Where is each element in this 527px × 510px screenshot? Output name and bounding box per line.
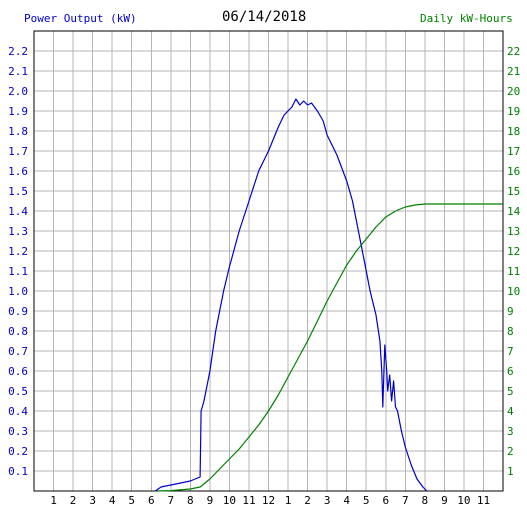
daily-kwh-line	[157, 203, 503, 492]
y-tick-label-left: 1.8	[8, 125, 28, 138]
x-tick-label: 7	[402, 494, 409, 507]
x-tick-label: 1	[285, 494, 292, 507]
power-output-line	[154, 98, 428, 492]
y-tick-label-right: 16	[507, 165, 520, 178]
x-tick-label: 4	[343, 494, 350, 507]
x-tick-label: 7	[167, 494, 174, 507]
x-tick-label: 11	[477, 494, 490, 507]
x-tick-label: 10	[457, 494, 470, 507]
plot-frame	[33, 30, 504, 492]
y-tick-label-left: 0.7	[8, 345, 28, 358]
x-tick-label: 5	[363, 494, 370, 507]
y-tick-label-left: 1.4	[8, 205, 28, 218]
x-tick-label: 2	[304, 494, 311, 507]
y-tick-label-right: 17	[507, 145, 520, 158]
x-tick-label: 12	[262, 494, 275, 507]
x-tick-label: 5	[128, 494, 135, 507]
y-tick-label-left: 2.1	[8, 65, 28, 78]
y-tick-label-left: 2.2	[8, 45, 28, 58]
x-tick-label: 10	[223, 494, 236, 507]
y-tick-label-right: 6	[507, 365, 514, 378]
y-tick-label-right: 19	[507, 105, 520, 118]
x-tick-label: 9	[207, 494, 214, 507]
y-tick-label-left: 0.8	[8, 325, 28, 338]
y-tick-label-left: 0.2	[8, 445, 28, 458]
y-tick-label-right: 3	[507, 425, 514, 438]
y-tick-label-right: 18	[507, 125, 520, 138]
x-tick-label: 2	[70, 494, 77, 507]
y-tick-label-right: 1	[507, 465, 514, 478]
y-tick-label-right: 13	[507, 225, 520, 238]
x-tick-label: 11	[242, 494, 255, 507]
x-tick-label: 3	[89, 494, 96, 507]
y-tick-label-left: 1.2	[8, 245, 28, 258]
y-tick-label-left: 1.6	[8, 165, 28, 178]
y-tick-label-right: 5	[507, 385, 514, 398]
x-tick-label: 3	[324, 494, 331, 507]
y-tick-label-left: 2.0	[8, 85, 28, 98]
x-tick-label: 8	[187, 494, 194, 507]
x-tick-label: 6	[382, 494, 389, 507]
daily-kwh-label: Daily kW-Hours	[420, 12, 513, 25]
y-tick-label-left: 1.3	[8, 225, 28, 238]
y-tick-label-right: 2	[507, 445, 514, 458]
y-tick-label-left: 0.9	[8, 305, 28, 318]
y-tick-label-left: 1.7	[8, 145, 28, 158]
x-tick-label: 6	[148, 494, 155, 507]
y-tick-label-right: 14	[507, 205, 521, 218]
x-tick-label: 4	[109, 494, 116, 507]
y-tick-label-right: 10	[507, 285, 520, 298]
y-tick-label-right: 12	[507, 245, 520, 258]
y-tick-label-right: 21	[507, 65, 520, 78]
x-tick-label: 9	[441, 494, 448, 507]
y-tick-label-right: 9	[507, 305, 514, 318]
y-tick-label-left: 0.5	[8, 385, 28, 398]
x-tick-label: 8	[422, 494, 429, 507]
y-tick-label-right: 15	[507, 185, 520, 198]
y-tick-label-right: 11	[507, 265, 520, 278]
y-tick-label-left: 1.0	[8, 285, 28, 298]
x-tick-label: 1	[50, 494, 57, 507]
y-tick-label-right: 20	[507, 85, 520, 98]
y-tick-label-left: 1.5	[8, 185, 28, 198]
y-tick-label-right: 7	[507, 345, 514, 358]
y-tick-label-right: 8	[507, 325, 514, 338]
y-tick-label-left: 0.6	[8, 365, 28, 378]
y-tick-label-left: 0.3	[8, 425, 28, 438]
y-tick-label-left: 1.9	[8, 105, 28, 118]
y-tick-label-right: 4	[507, 405, 514, 418]
y-tick-label-left: 0.1	[8, 465, 28, 478]
y-tick-label-left: 1.1	[8, 265, 28, 278]
y-tick-label-left: 0.4	[8, 405, 28, 418]
chart-date-title: 06/14/2018	[222, 9, 307, 25]
power-output-label: Power Output (kW)	[24, 12, 137, 25]
y-tick-label-right: 22	[507, 45, 520, 58]
